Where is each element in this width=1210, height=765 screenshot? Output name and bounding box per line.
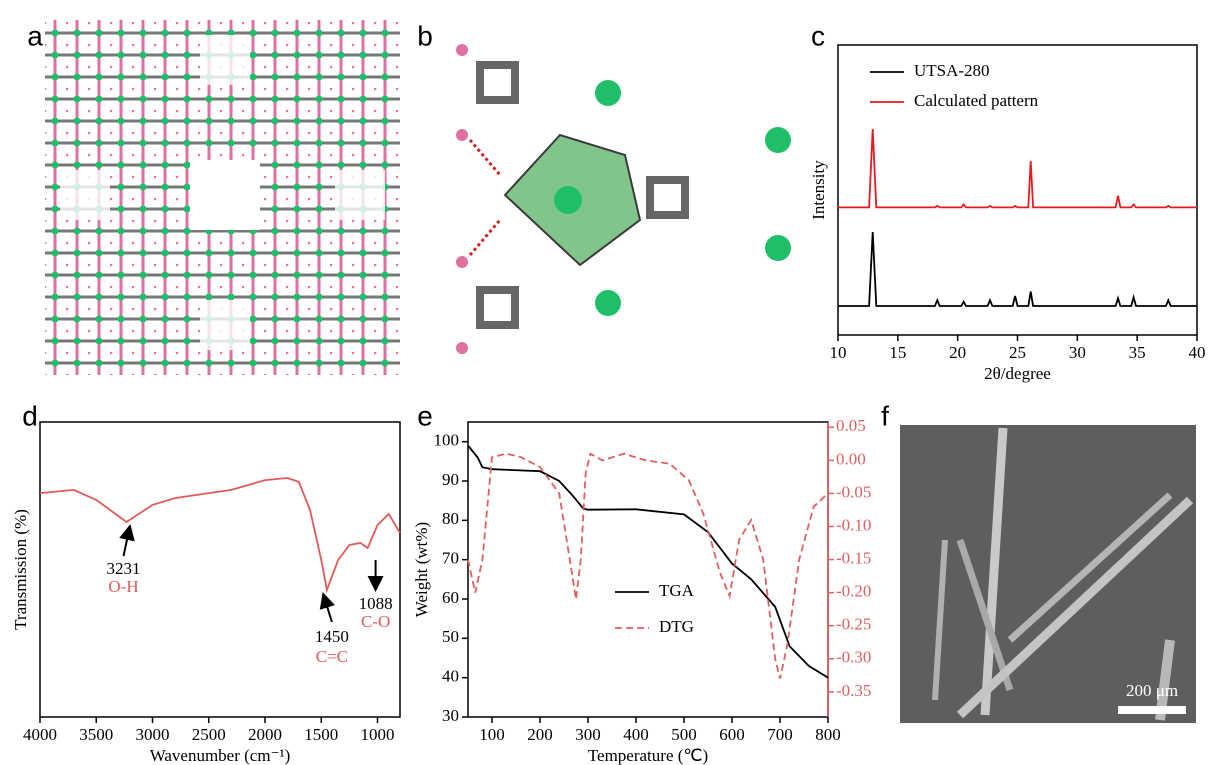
annotation-note: C-O: [361, 612, 390, 631]
panel-label: d: [22, 400, 38, 431]
legend-label: TGA: [659, 581, 695, 600]
y-axis-label: Intensity: [809, 160, 828, 220]
x-tick-label: 10: [830, 343, 847, 362]
x-tick-label: 25: [1009, 343, 1026, 362]
series-line: [468, 454, 828, 679]
y2-tick-label: -0.35: [836, 681, 871, 700]
y-tick-label: 80: [442, 509, 459, 528]
panel-label: b: [417, 20, 433, 51]
x-axis-label: 2θ/degree: [984, 364, 1051, 383]
sem-image-f: [900, 425, 1196, 723]
y2-tick-label: -0.20: [836, 582, 871, 601]
y-tick-label: 40: [442, 667, 459, 686]
x-tick-label: 2000: [248, 725, 282, 744]
panel-label: e: [417, 400, 433, 431]
x-tick-label: 100: [479, 725, 505, 744]
legend-label: UTSA-280: [914, 61, 990, 80]
y-tick-label: 60: [442, 588, 459, 607]
annotation-arrow: [324, 596, 332, 622]
y-axis-label: Transmission (%): [11, 509, 30, 630]
plot-frame: [40, 422, 400, 717]
x-tick-label: 30: [1069, 343, 1086, 362]
y-tick-label: 100: [434, 431, 460, 450]
x-tick-label: 15: [889, 343, 906, 362]
series-line: [468, 446, 828, 678]
series-line: [40, 478, 400, 590]
x-tick-label: 800: [815, 725, 841, 744]
y2-tick-label: 0.00: [836, 449, 866, 468]
x-tick-label: 40: [1189, 343, 1206, 362]
x-tick-label: 3500: [79, 725, 113, 744]
x-axis-label: Wavenumber (cm⁻¹): [150, 746, 291, 765]
panel-label: f: [881, 400, 889, 431]
structure-image-b: [456, 44, 791, 354]
y-tick-label: 70: [442, 549, 459, 568]
plot-frame: [468, 422, 828, 717]
x-tick-label: 600: [719, 725, 745, 744]
series-line: [838, 129, 1197, 207]
annotation-label: 1088: [359, 594, 393, 613]
legend-label: Calculated pattern: [914, 91, 1039, 110]
y-tick-label: 90: [442, 470, 459, 489]
panel-label: c: [811, 20, 825, 51]
y2-tick-label: -0.25: [836, 615, 871, 634]
plot-frame: [838, 45, 1197, 335]
x-tick-label: 1500: [304, 725, 338, 744]
series-line: [838, 232, 1197, 306]
y2-tick-label: -0.05: [836, 482, 871, 501]
y2-tick-label: 0.05: [836, 416, 866, 435]
x-tick-label: 400: [623, 725, 649, 744]
annotation-note: O-H: [108, 577, 138, 596]
annotation-note: C=C: [316, 647, 348, 666]
x-tick-label: 1000: [361, 725, 395, 744]
x-tick-label: 35: [1129, 343, 1146, 362]
y2-tick-label: -0.10: [836, 515, 871, 534]
panel-label: a: [27, 20, 43, 51]
x-tick-label: 3000: [136, 725, 170, 744]
y2-tick-label: -0.30: [836, 648, 871, 667]
x-tick-label: 500: [671, 725, 697, 744]
x-tick-label: 2500: [192, 725, 226, 744]
x-tick-label: 20: [949, 343, 966, 362]
x-tick-label: 200: [527, 725, 553, 744]
annotation-label: 3231: [107, 559, 141, 578]
x-tick-label: 4000: [23, 725, 57, 744]
y2-tick-label: -0.15: [836, 548, 871, 567]
x-axis-label: Temperature (℃): [588, 746, 708, 765]
legend-label: DTG: [659, 617, 694, 636]
figure: a b f 200 μm c 10 15 20 25 30 35 40 2θ/degree Intensi…: [0, 0, 1210, 765]
y-tick-label: 50: [442, 627, 459, 646]
y-tick-label: 30: [442, 706, 459, 725]
annotation-label: 1450: [315, 627, 349, 646]
structure-image-a: [45, 20, 400, 375]
x-tick-label: 700: [767, 725, 793, 744]
y-axis-label: Weight (wt%): [412, 522, 431, 617]
annotation-arrow: [124, 528, 130, 556]
x-tick-label: 300: [575, 725, 601, 744]
scale-bar-label: 200 μm: [1126, 681, 1178, 700]
